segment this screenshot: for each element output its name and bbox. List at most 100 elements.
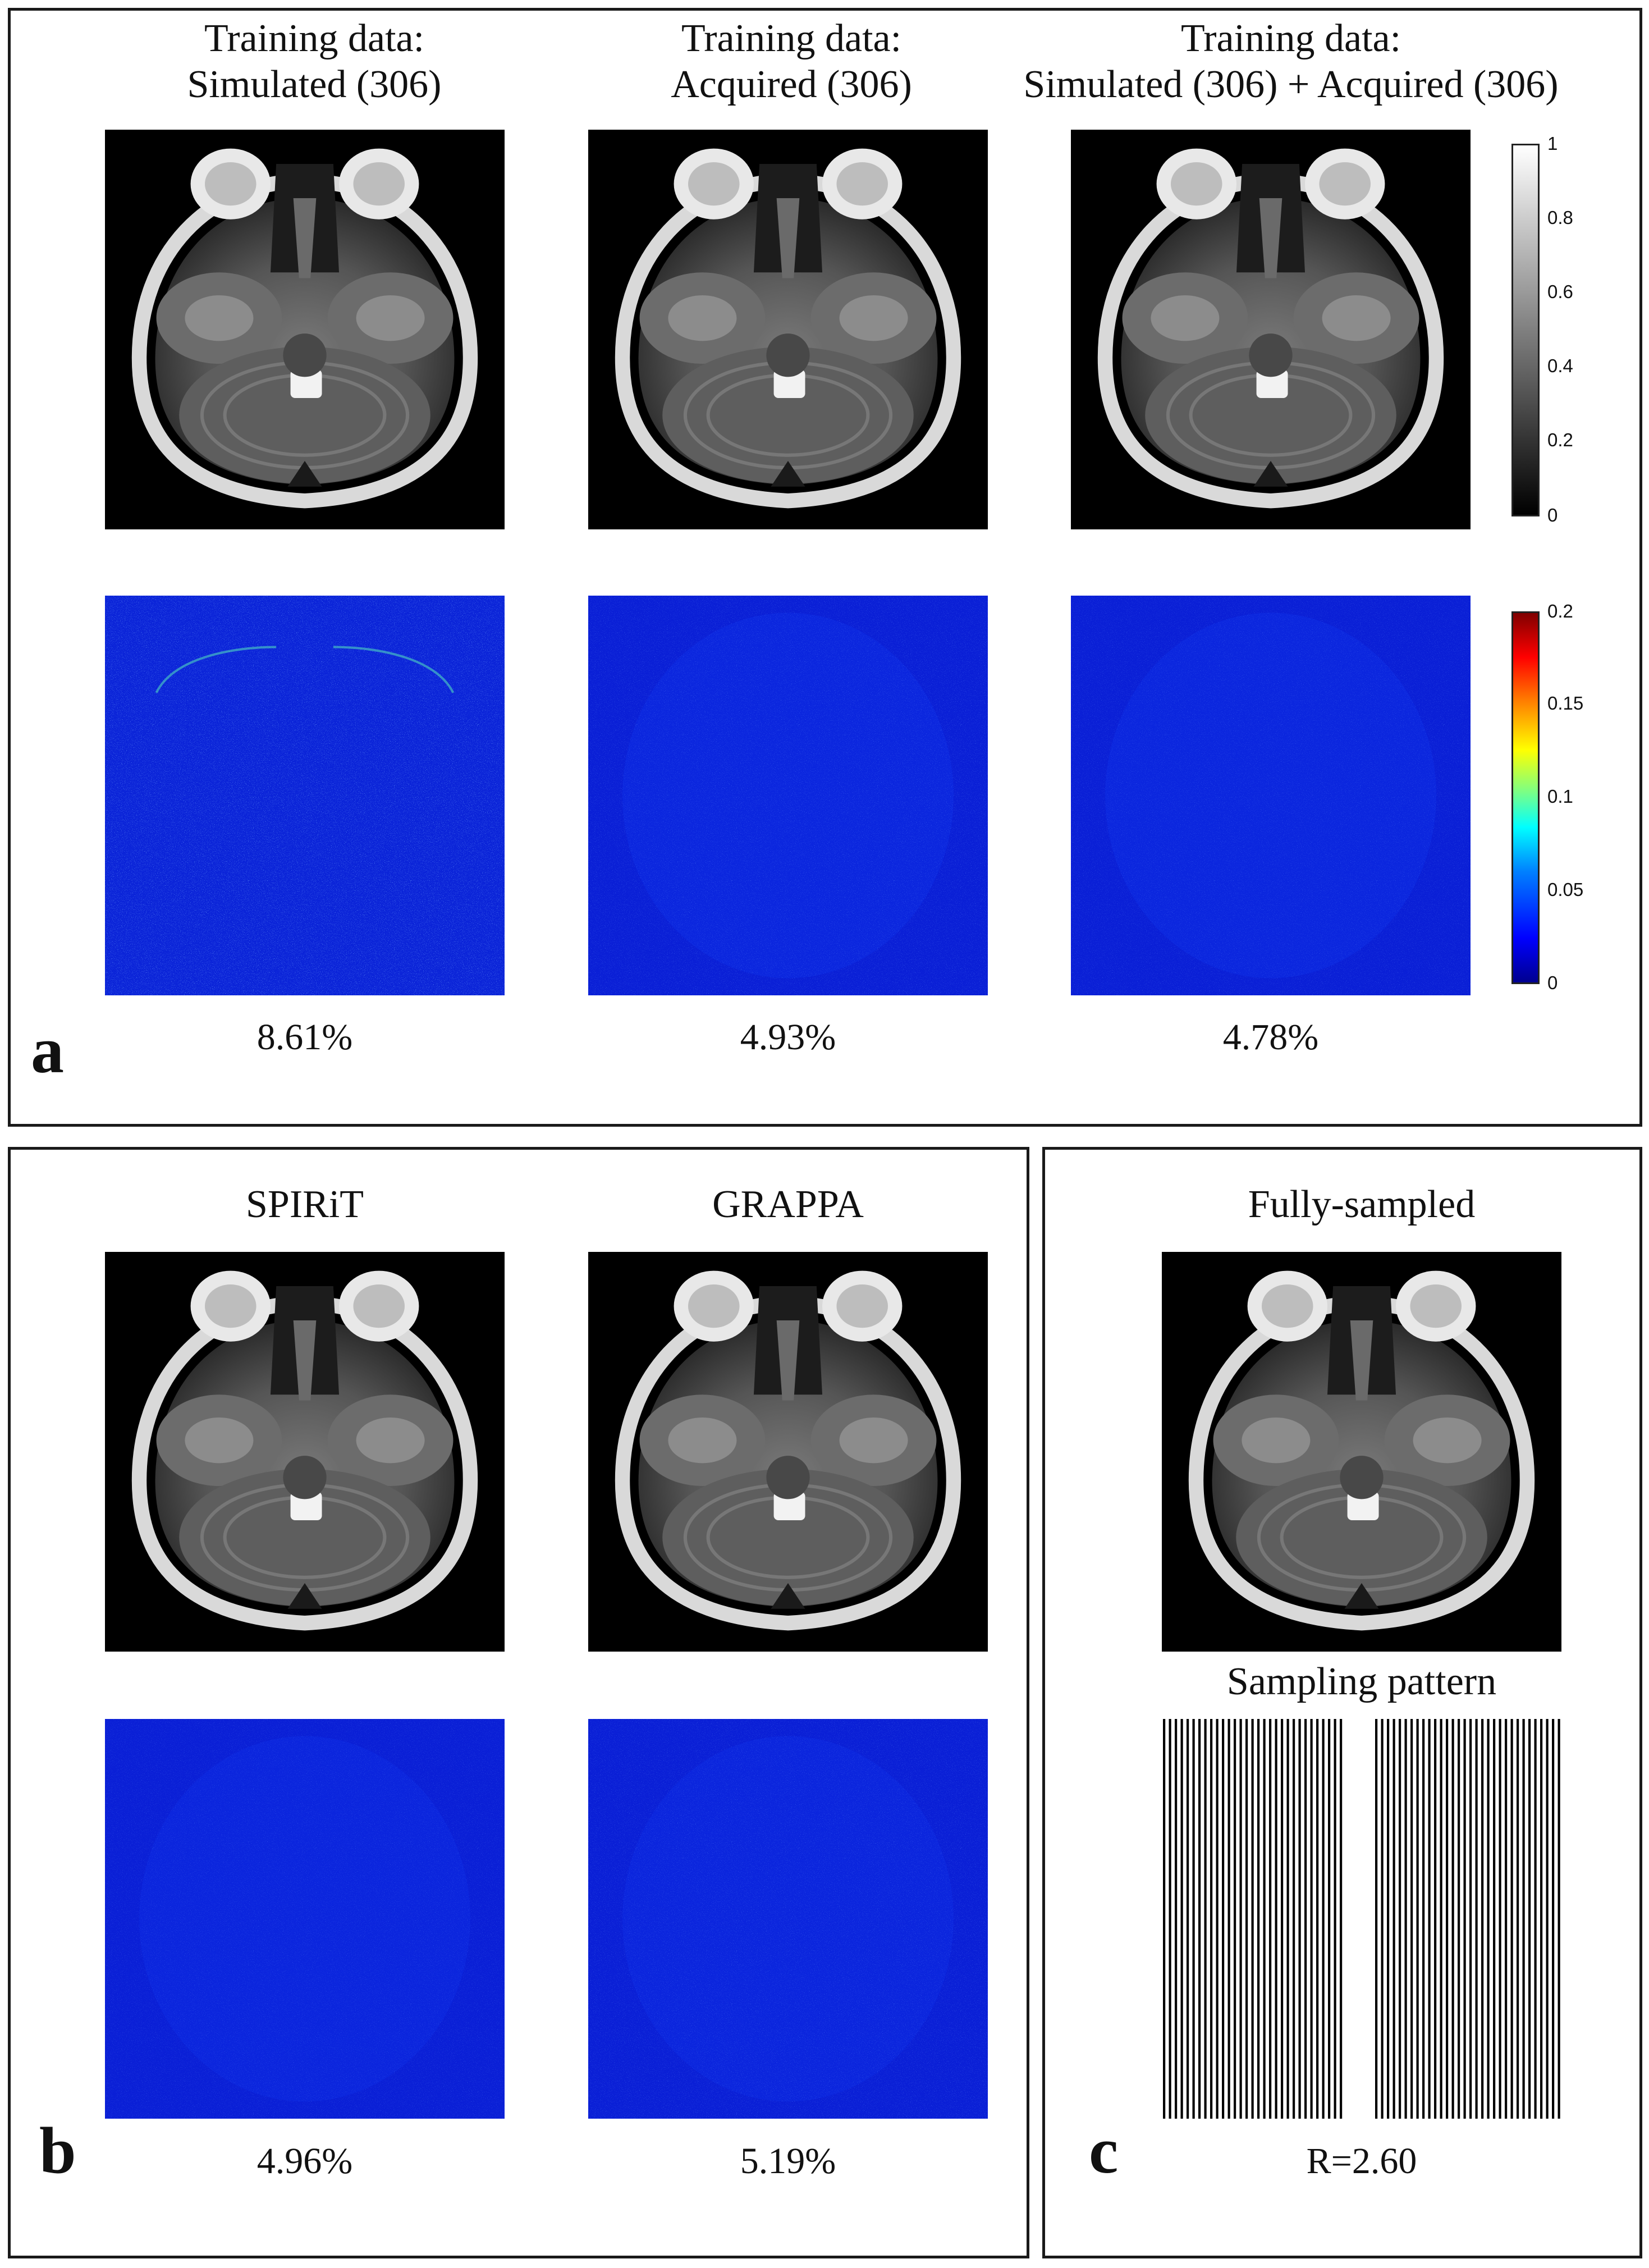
gray-tick-0.2: 0.2	[1547, 429, 1573, 450]
sampling-line-21	[1286, 1719, 1289, 2119]
error-tick-0.05: 0.05	[1547, 879, 1584, 900]
sampling-line-19	[1275, 1719, 1277, 2119]
sampling-line-1	[1169, 1719, 1171, 2119]
sampling-line-0	[1163, 1719, 1166, 2119]
panel-b-error-grappa-value: 5.19%	[740, 2141, 836, 2182]
sampling-line-6	[1198, 1719, 1201, 2119]
panel-a-letter: a	[31, 1013, 64, 1087]
col1-title-line1: Training data:	[204, 17, 425, 60]
panel-b-grappa-title: GRAPPA	[712, 1183, 864, 1226]
sampling-line-54	[1510, 1719, 1513, 2119]
panel-b-error-spirit	[105, 1719, 505, 2119]
panel-a-error-combined-value: 4.78%	[1222, 1017, 1319, 1058]
sampling-line-37	[1410, 1719, 1413, 2119]
panel-b	[8, 1147, 1029, 2258]
sampling-line-25	[1310, 1719, 1313, 2119]
sampling-line-30	[1340, 1719, 1343, 2119]
sampling-line-2	[1175, 1719, 1178, 2119]
sampling-line-29	[1334, 1719, 1336, 2119]
sampling-line-42	[1440, 1719, 1442, 2119]
error-tick-0.2: 0.2	[1547, 601, 1573, 621]
panel-a-error-acquired-value: 4.93%	[740, 1017, 836, 1058]
panel-a-error-acquired	[588, 596, 988, 995]
sampling-line-12	[1234, 1719, 1236, 2119]
panel-b-spirit-title: SPIRiT	[245, 1183, 364, 1226]
panel-a-col3-title: Training data: Simulated (306) + Acquire…	[988, 16, 1594, 108]
gray-tick-0: 0	[1547, 505, 1558, 525]
gray-tick-0.6: 0.6	[1547, 281, 1573, 302]
sampling-line-52	[1499, 1719, 1501, 2119]
sampling-line-38	[1416, 1719, 1419, 2119]
sampling-line-59	[1540, 1719, 1543, 2119]
panel-b-letter: b	[39, 2114, 76, 2187]
sampling-line-7	[1204, 1719, 1207, 2119]
sampling-line-17	[1263, 1719, 1266, 2119]
sampling-line-3	[1180, 1719, 1183, 2119]
panel-c	[1042, 1147, 1642, 2258]
sampling-line-22	[1293, 1719, 1295, 2119]
sampling-line-11	[1227, 1719, 1230, 2119]
gray-tick-0.4: 0.4	[1547, 355, 1573, 376]
gray-colorbar-gradient	[1511, 144, 1540, 516]
sampling-line-57	[1528, 1719, 1531, 2119]
sampling-line-41	[1434, 1719, 1437, 2119]
sampling-line-62	[1558, 1719, 1560, 2119]
sampling-line-26	[1316, 1719, 1319, 2119]
panel-a-error-combined	[1071, 596, 1471, 995]
panel-b-mri-grappa	[588, 1252, 988, 1652]
sampling-line-28	[1328, 1719, 1331, 2119]
panel-c-acceleration: R=2.60	[1306, 2141, 1417, 2182]
gray-tick-1: 1	[1547, 133, 1558, 154]
sampling-line-35	[1399, 1719, 1401, 2119]
sampling-line-8	[1210, 1719, 1213, 2119]
col3-title-line2: Simulated (306) + Acquired (306)	[1023, 63, 1559, 106]
sampling-line-5	[1192, 1719, 1195, 2119]
panel-a-col2-title: Training data: Acquired (306)	[578, 16, 1005, 108]
panel-b-mri-spirit	[105, 1252, 505, 1652]
sampling-line-14	[1245, 1719, 1248, 2119]
panel-c-title: Fully-sampled	[1248, 1183, 1476, 1226]
sampling-line-53	[1505, 1719, 1508, 2119]
sampling-line-49	[1481, 1719, 1484, 2119]
sampling-line-47	[1469, 1719, 1472, 2119]
panel-a-error-simulated	[105, 596, 505, 995]
sampling-line-48	[1475, 1719, 1478, 2119]
sampling-line-61	[1552, 1719, 1555, 2119]
sampling-line-43	[1446, 1719, 1449, 2119]
col1-title-line2: Simulated (306)	[187, 63, 442, 106]
error-colorbar: 0.2 0.15 0.1 0.05 0	[1511, 601, 1590, 993]
sampling-line-27	[1322, 1719, 1325, 2119]
sampling-line-15	[1251, 1719, 1254, 2119]
panel-c-letter: c	[1089, 2114, 1119, 2187]
sampling-line-51	[1493, 1719, 1496, 2119]
panel-a-mri-acquired	[588, 130, 988, 529]
sampling-line-55	[1517, 1719, 1519, 2119]
sampling-line-18	[1269, 1719, 1272, 2119]
sampling-line-31	[1375, 1719, 1378, 2119]
sampling-line-13	[1239, 1719, 1242, 2119]
sampling-line-9	[1216, 1719, 1219, 2119]
sampling-line-40	[1428, 1719, 1431, 2119]
col2-title-line1: Training data:	[681, 17, 902, 60]
sampling-line-20	[1281, 1719, 1284, 2119]
error-tick-0.1: 0.1	[1547, 786, 1573, 807]
panel-a-error-simulated-value: 8.61%	[256, 1017, 353, 1058]
panel-c-pattern-title: Sampling pattern	[1226, 1660, 1497, 1703]
sampling-line-44	[1451, 1719, 1454, 2119]
sampling-line-58	[1534, 1719, 1537, 2119]
sampling-line-60	[1546, 1719, 1549, 2119]
panel-c-mri-fully-sampled	[1162, 1252, 1561, 1652]
error-tick-0.15: 0.15	[1547, 693, 1584, 714]
sampling-line-56	[1522, 1719, 1525, 2119]
col3-title-line1: Training data:	[1180, 17, 1401, 60]
error-tick-0: 0	[1547, 972, 1558, 993]
gray-tick-0.8: 0.8	[1547, 207, 1573, 228]
panel-c-sampling-pattern	[1162, 1719, 1561, 2119]
sampling-line-39	[1422, 1719, 1425, 2119]
sampling-line-34	[1393, 1719, 1395, 2119]
sampling-line-23	[1298, 1719, 1301, 2119]
sampling-line-4	[1187, 1719, 1189, 2119]
sampling-line-32	[1381, 1719, 1384, 2119]
sampling-line-16	[1257, 1719, 1260, 2119]
col2-title-line2: Acquired (306)	[671, 63, 912, 106]
